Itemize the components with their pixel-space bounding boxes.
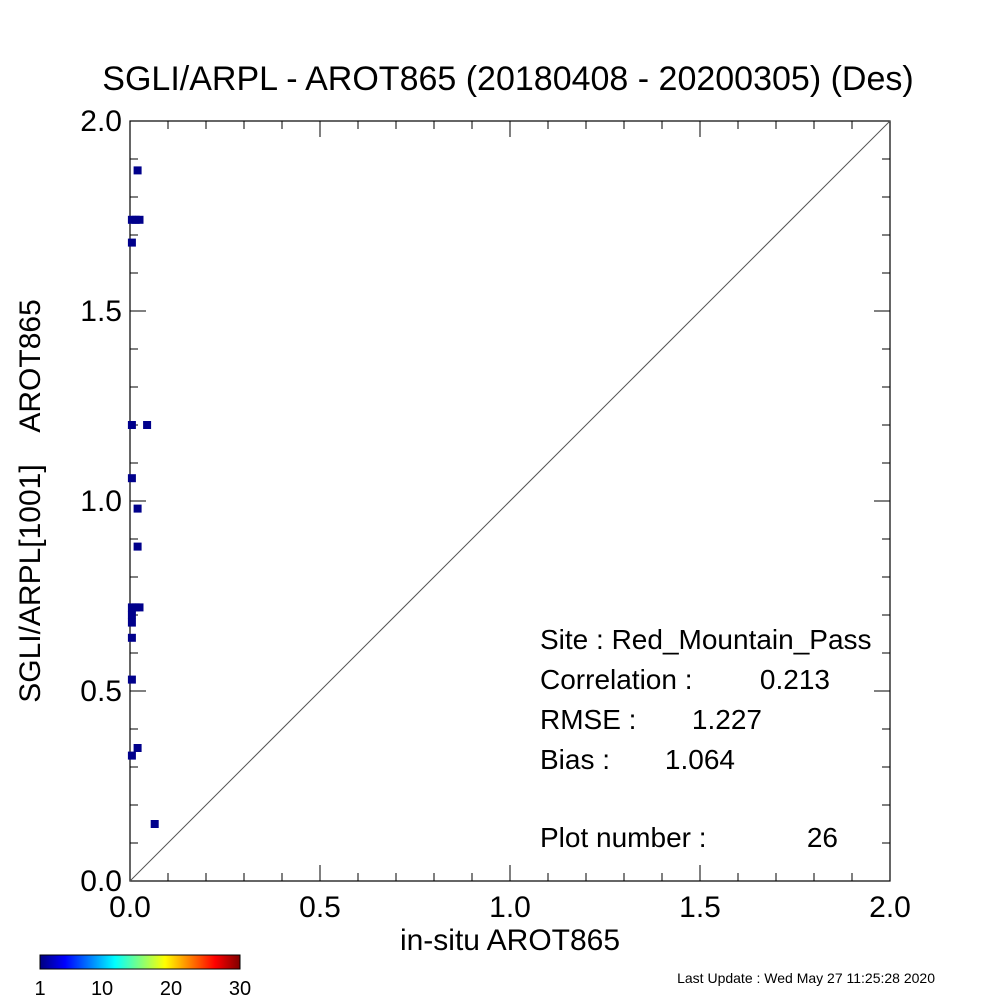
stat-value: 1.064 bbox=[665, 744, 735, 775]
y-tick-label: 0.0 bbox=[80, 865, 122, 898]
stat-value: 1.227 bbox=[692, 704, 762, 735]
data-point bbox=[135, 215, 144, 224]
stat-label: Bias : bbox=[540, 744, 610, 775]
stats-panel: Site : Red_Mountain_Pass Correlation : 0.2… bbox=[540, 624, 872, 853]
data-point bbox=[127, 421, 136, 429]
y-tick-label: 0.5 bbox=[80, 675, 122, 708]
data-point bbox=[133, 542, 142, 551]
stat-value: 26 bbox=[807, 822, 838, 853]
data-point bbox=[135, 603, 144, 612]
data-point bbox=[127, 675, 136, 684]
stat-label: Correlation : bbox=[540, 664, 693, 695]
colorbar-tick-label: 30 bbox=[229, 978, 251, 1000]
data-point bbox=[143, 421, 152, 429]
data-point bbox=[127, 474, 136, 483]
one-to-one-line bbox=[129, 120, 891, 882]
stat-value: 0.213 bbox=[760, 664, 830, 695]
data-point bbox=[127, 633, 136, 642]
data-point bbox=[133, 166, 142, 175]
y-tick-label: 1.5 bbox=[80, 295, 122, 328]
y-tick-label: 1.0 bbox=[80, 485, 122, 518]
last-update-text: Last Update : Wed May 27 11:25:28 2020 bbox=[677, 970, 935, 986]
stat-label: RMSE : bbox=[540, 704, 636, 735]
colorbar-tick-label: 20 bbox=[160, 978, 182, 1000]
data-point bbox=[127, 611, 136, 619]
x-tick-labels: 0.0 0.5 1.0 1.5 2.0 bbox=[109, 891, 911, 924]
data-point bbox=[133, 744, 142, 752]
data-point bbox=[150, 820, 159, 828]
x-tick-label: 2.0 bbox=[869, 891, 911, 924]
axis-ticks bbox=[129, 120, 891, 882]
x-tick-label: 1.0 bbox=[489, 891, 531, 924]
stat-label: Plot number : bbox=[540, 822, 707, 853]
y-tick-labels: 0.0 0.5 1.0 1.5 2.0 bbox=[80, 105, 122, 898]
colorbar-tick-label: 1 bbox=[34, 978, 45, 1000]
colorbar: 1 10 20 30 bbox=[34, 954, 251, 1000]
x-axis-label: in-situ AROT865 bbox=[400, 924, 620, 957]
chart-title: SGLI/ARPL - AROT865 (20180408 - 20200305… bbox=[102, 60, 913, 98]
x-tick-label: 1.5 bbox=[679, 891, 721, 924]
y-axis-label: SGLI/ARPL[1001] AROT865 bbox=[14, 299, 47, 703]
x-tick-label: 0.0 bbox=[109, 891, 151, 924]
x-tick-label: 0.5 bbox=[299, 891, 341, 924]
data-point bbox=[127, 751, 136, 760]
colorbar-gradient bbox=[39, 954, 241, 970]
data-point bbox=[127, 238, 136, 247]
y-tick-label: 2.0 bbox=[80, 105, 122, 138]
colorbar-tick-label: 10 bbox=[91, 978, 113, 1000]
data-point bbox=[133, 504, 142, 513]
stat-label: Site : Red_Mountain_Pass bbox=[540, 624, 872, 655]
data-points bbox=[127, 166, 159, 828]
data-point bbox=[127, 618, 136, 627]
